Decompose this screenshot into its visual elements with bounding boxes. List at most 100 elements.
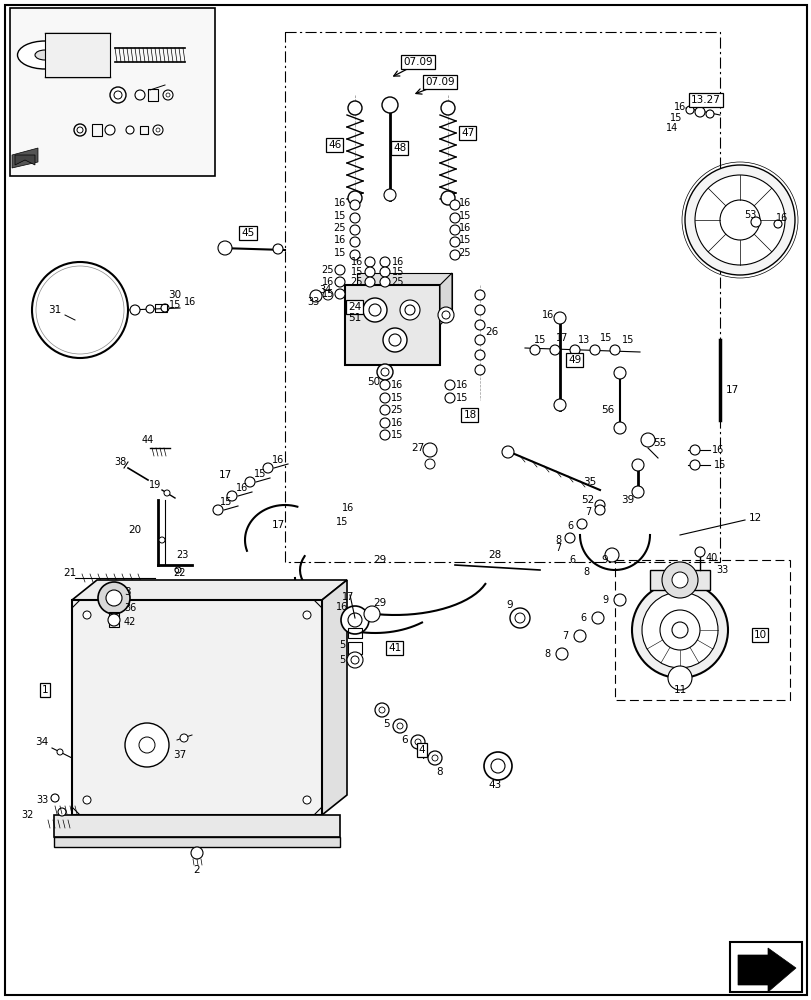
Circle shape	[474, 305, 484, 315]
Text: 5: 5	[338, 655, 345, 665]
Circle shape	[83, 796, 91, 804]
Text: 33: 33	[715, 565, 727, 575]
Circle shape	[125, 723, 169, 767]
Text: 16: 16	[455, 380, 468, 390]
Text: 16: 16	[333, 198, 345, 208]
Circle shape	[57, 749, 63, 755]
Text: 18: 18	[463, 410, 476, 420]
Circle shape	[427, 751, 441, 765]
Circle shape	[414, 739, 420, 745]
Circle shape	[514, 613, 525, 623]
Circle shape	[530, 345, 539, 355]
Circle shape	[106, 590, 122, 606]
Text: 33: 33	[36, 795, 48, 805]
Circle shape	[604, 548, 618, 562]
Text: 44: 44	[142, 435, 154, 445]
Polygon shape	[12, 148, 38, 168]
Bar	[345, 285, 440, 365]
Circle shape	[474, 350, 484, 360]
Text: 15: 15	[458, 235, 470, 245]
Text: 16: 16	[458, 198, 470, 208]
Circle shape	[348, 101, 362, 115]
Circle shape	[474, 320, 484, 330]
Circle shape	[303, 796, 311, 804]
Circle shape	[388, 334, 401, 346]
Circle shape	[323, 290, 333, 300]
Text: 20: 20	[128, 525, 141, 535]
Circle shape	[341, 606, 368, 634]
Circle shape	[335, 289, 345, 299]
Circle shape	[380, 368, 388, 376]
Text: 16: 16	[390, 418, 402, 428]
Circle shape	[569, 345, 579, 355]
Circle shape	[594, 500, 604, 510]
Text: 29: 29	[373, 598, 386, 608]
Circle shape	[594, 505, 604, 515]
Circle shape	[380, 257, 389, 267]
Text: 45: 45	[241, 228, 255, 238]
Circle shape	[613, 367, 625, 379]
Circle shape	[350, 225, 359, 235]
Text: 13: 13	[577, 335, 590, 345]
Text: 15: 15	[333, 211, 345, 221]
Text: 15: 15	[321, 289, 334, 299]
Circle shape	[694, 175, 784, 265]
Bar	[139, 126, 148, 134]
Text: 40: 40	[705, 553, 717, 563]
Circle shape	[335, 265, 345, 275]
Text: 25: 25	[321, 265, 334, 275]
Text: 21: 21	[63, 568, 76, 578]
Bar	[72, 600, 322, 815]
Circle shape	[410, 735, 424, 749]
Circle shape	[135, 90, 145, 100]
Circle shape	[685, 106, 693, 114]
Circle shape	[159, 537, 165, 543]
Circle shape	[114, 91, 122, 99]
Text: 5: 5	[338, 640, 345, 650]
Text: 47: 47	[461, 128, 474, 138]
Circle shape	[108, 614, 120, 626]
Circle shape	[165, 93, 169, 97]
Circle shape	[376, 364, 393, 380]
Text: 16: 16	[321, 277, 333, 287]
Circle shape	[661, 562, 697, 598]
Text: 52: 52	[581, 495, 594, 505]
Circle shape	[272, 244, 283, 254]
Text: 53: 53	[743, 210, 755, 220]
Circle shape	[32, 262, 128, 358]
Text: 17: 17	[271, 520, 285, 530]
Circle shape	[98, 582, 130, 614]
Text: 56: 56	[601, 405, 614, 415]
Text: 15: 15	[599, 333, 611, 343]
Text: 27: 27	[411, 443, 424, 453]
Circle shape	[449, 250, 460, 260]
Circle shape	[689, 445, 699, 455]
Text: 15: 15	[713, 460, 725, 470]
Circle shape	[42, 272, 118, 348]
Circle shape	[640, 433, 654, 447]
Text: 15: 15	[455, 393, 468, 403]
Text: 25: 25	[333, 223, 345, 233]
Circle shape	[348, 191, 362, 205]
Text: 28: 28	[487, 550, 501, 560]
Text: 25: 25	[458, 248, 470, 258]
Circle shape	[613, 594, 625, 606]
Circle shape	[348, 613, 362, 627]
Bar	[729, 942, 801, 992]
Circle shape	[380, 380, 389, 390]
Circle shape	[431, 755, 437, 761]
Circle shape	[474, 365, 484, 375]
Circle shape	[694, 107, 704, 117]
Text: 16: 16	[392, 257, 404, 267]
Circle shape	[303, 611, 311, 619]
Circle shape	[62, 292, 98, 328]
Circle shape	[719, 200, 759, 240]
Text: 9: 9	[506, 600, 513, 610]
Circle shape	[365, 267, 375, 277]
Circle shape	[191, 847, 203, 859]
Circle shape	[380, 418, 389, 428]
Polygon shape	[440, 273, 452, 325]
Circle shape	[437, 307, 453, 323]
Text: 16: 16	[333, 235, 345, 245]
Circle shape	[156, 128, 160, 132]
